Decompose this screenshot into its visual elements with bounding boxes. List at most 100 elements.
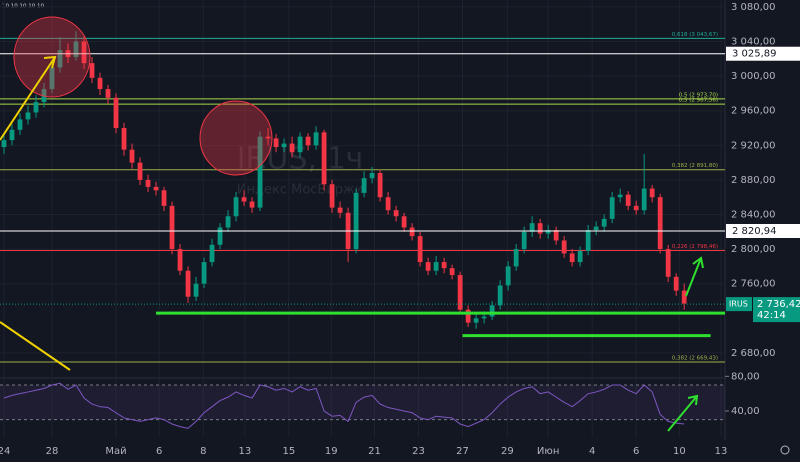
x-tick-label: 6 bbox=[156, 446, 162, 457]
trend-arrow bbox=[0, 56, 56, 141]
candle-body bbox=[225, 216, 231, 228]
candle-body bbox=[681, 290, 687, 304]
candle-body bbox=[265, 136, 271, 139]
candle-body bbox=[257, 136, 263, 208]
candle-body bbox=[441, 262, 447, 269]
candle-body bbox=[57, 50, 63, 68]
candle-body bbox=[289, 143, 295, 153]
fib-label: 0,5 (2 967,56) bbox=[679, 98, 718, 104]
x-tick-label: 27 bbox=[456, 446, 469, 457]
fib-label: 0,226 (2 798,46) bbox=[672, 244, 718, 250]
x-tick-label: 19 bbox=[325, 446, 338, 457]
candle-body bbox=[49, 67, 55, 90]
candle-body bbox=[281, 143, 287, 148]
candle-body bbox=[297, 136, 303, 153]
candle-body bbox=[465, 309, 471, 323]
candle-body bbox=[329, 184, 335, 208]
fib-label: 0,618 (3 043,67) bbox=[672, 32, 718, 38]
candle-body bbox=[625, 194, 631, 206]
x-tick-label: 21 bbox=[368, 446, 381, 457]
x-tick-label: 15 bbox=[283, 446, 296, 457]
fib-label: 0,382 (2 669,43) bbox=[672, 356, 718, 362]
candle-body bbox=[401, 216, 407, 228]
candle-body bbox=[489, 305, 495, 317]
annotations bbox=[0, 16, 790, 455]
price-label: 2 736,42 bbox=[757, 299, 800, 310]
x-tick-label: 23 bbox=[412, 446, 425, 457]
candle-body bbox=[577, 250, 583, 263]
candle-body bbox=[385, 197, 391, 211]
candle-body bbox=[97, 77, 103, 90]
candle-body bbox=[153, 186, 159, 191]
x-tick-label: 6 bbox=[633, 446, 639, 457]
candle-body bbox=[601, 218, 607, 227]
candle-body bbox=[233, 197, 239, 217]
candle-body bbox=[521, 231, 527, 250]
candle-body bbox=[425, 262, 431, 271]
candle-body bbox=[313, 132, 319, 146]
trend-line bbox=[0, 321, 71, 371]
y-tick-label: 3 040,00 bbox=[731, 37, 776, 48]
x-tick-label: Май bbox=[105, 446, 126, 457]
candle-body bbox=[161, 190, 167, 206]
candle-body bbox=[433, 262, 439, 271]
candle-body bbox=[609, 197, 615, 219]
candle-body bbox=[665, 249, 671, 277]
candle-body bbox=[121, 128, 127, 150]
rsi-tick-label: 40,00 bbox=[731, 406, 760, 417]
x-tick-label: 24 bbox=[0, 446, 10, 457]
candle-body bbox=[617, 194, 623, 198]
candle-body bbox=[305, 136, 311, 146]
x-tick-label: Июн bbox=[537, 446, 559, 457]
candle-body bbox=[481, 316, 487, 319]
fib-label: 0,382 (2 891,80) bbox=[672, 163, 718, 169]
candle-body bbox=[353, 192, 359, 250]
y-tick-label: 2 840,00 bbox=[731, 210, 776, 221]
candle-body bbox=[209, 244, 215, 263]
candle-body bbox=[505, 266, 511, 286]
countdown: 42:14 bbox=[757, 310, 786, 321]
y-tick-label: 2 760,00 bbox=[731, 279, 776, 290]
up-arrow bbox=[667, 395, 698, 432]
arrow-head bbox=[687, 394, 699, 406]
candle-body bbox=[457, 275, 463, 310]
candle-body bbox=[529, 223, 535, 232]
arrow-head bbox=[43, 55, 57, 69]
candle-body bbox=[89, 63, 95, 78]
candle-body bbox=[473, 318, 479, 323]
candle-body bbox=[193, 283, 199, 297]
settings-icon[interactable] bbox=[780, 445, 790, 455]
candle-body bbox=[17, 119, 23, 130]
candle-body bbox=[241, 197, 247, 202]
candle-body bbox=[9, 129, 15, 141]
candle-body bbox=[145, 179, 151, 187]
y-tick-label: 2 920,00 bbox=[731, 140, 776, 151]
candle-body bbox=[169, 205, 175, 250]
candle-body bbox=[33, 102, 39, 113]
x-tick-label: 13 bbox=[715, 446, 728, 457]
rsi-line bbox=[3, 382, 685, 429]
candle-body bbox=[185, 270, 191, 297]
rsi-band bbox=[0, 385, 725, 420]
candle-body bbox=[361, 178, 367, 193]
price-tag bbox=[753, 297, 800, 323]
x-tick-label: 29 bbox=[501, 446, 514, 457]
y-tick-label: 2 880,00 bbox=[731, 175, 776, 186]
level-tag-label: 3 025,89 bbox=[732, 49, 777, 60]
candle-body bbox=[321, 132, 327, 185]
candle-body bbox=[673, 276, 679, 291]
level-tag bbox=[726, 224, 800, 239]
candle-body bbox=[393, 210, 399, 217]
candle-body bbox=[369, 172, 375, 179]
candle-body bbox=[409, 227, 415, 237]
candle-body bbox=[585, 230, 591, 251]
x-tick-label: 28 bbox=[46, 446, 59, 457]
candle-body bbox=[81, 41, 87, 64]
candle-body bbox=[633, 205, 639, 211]
y-tick-label: 3 000,00 bbox=[731, 71, 776, 82]
highlight-circle bbox=[199, 100, 273, 176]
candle-body bbox=[649, 188, 655, 198]
candle-body bbox=[25, 112, 31, 120]
candle-body bbox=[537, 223, 543, 234]
